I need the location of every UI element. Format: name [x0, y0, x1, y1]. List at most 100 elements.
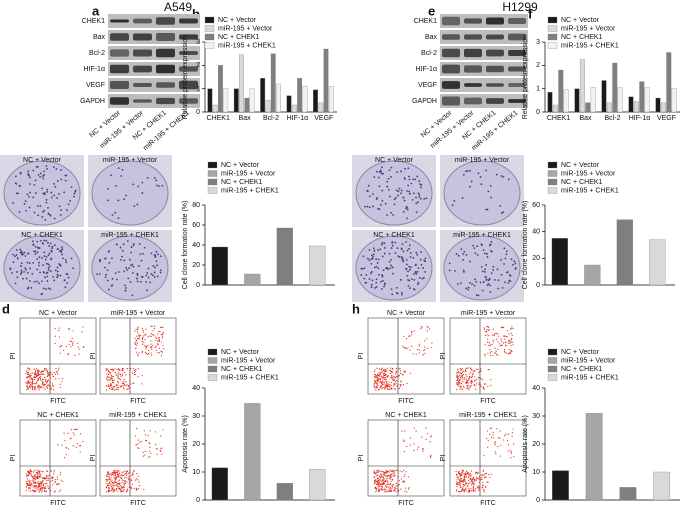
event-dot: [399, 470, 401, 472]
colony: [402, 259, 405, 262]
x-tick-label: VEGF: [657, 115, 676, 122]
colony: [56, 266, 59, 269]
colony: [485, 279, 488, 282]
colony: [497, 287, 500, 290]
event-dot: [25, 481, 27, 483]
colony: [415, 211, 418, 214]
event-dot: [28, 486, 30, 489]
event-dot: [476, 378, 478, 381]
event-dot: [408, 335, 410, 337]
event-dot: [117, 474, 119, 476]
event-dot: [397, 368, 400, 370]
event-dot: [53, 491, 56, 493]
event-dot: [387, 384, 389, 386]
event-dot: [41, 487, 44, 489]
blot-band: [486, 98, 504, 104]
blot-band: [508, 99, 526, 103]
event-dot: [29, 384, 32, 386]
event-dot: [479, 371, 481, 373]
event-dot: [373, 379, 376, 382]
event-dot: [32, 481, 34, 483]
event-dot: [457, 368, 459, 371]
event-dot: [501, 327, 503, 329]
event-dot: [45, 475, 48, 477]
event-dot: [129, 478, 131, 480]
event-dot: [401, 373, 403, 375]
colony: [362, 255, 365, 258]
blot-strip: [440, 94, 528, 108]
event-dot: [44, 476, 46, 479]
event-dot: [106, 485, 108, 487]
y-tick-label: 3: [196, 39, 200, 46]
event-dot: [43, 486, 45, 489]
event-dot: [390, 370, 392, 372]
event-dot: [385, 380, 387, 382]
event-dot: [374, 476, 376, 478]
bar: [601, 80, 607, 113]
event-dot: [31, 386, 33, 388]
event-dot: [431, 342, 433, 344]
event-dot: [105, 486, 108, 488]
event-dot: [75, 446, 77, 448]
event-dot: [37, 480, 39, 483]
event-dot: [407, 488, 410, 490]
colony: [361, 267, 364, 270]
event-dot: [486, 341, 489, 343]
event-dot: [72, 344, 74, 346]
blot-band: [464, 34, 482, 40]
colony: [388, 189, 390, 191]
flow-y-label: PI: [90, 353, 97, 360]
event-dot: [480, 367, 482, 370]
event-dot: [144, 454, 146, 456]
event-dot: [47, 373, 49, 375]
event-dot: [31, 471, 33, 473]
event-dot: [117, 375, 119, 377]
event-dot: [43, 377, 46, 379]
event-dot: [374, 369, 376, 371]
event-dot: [123, 483, 125, 486]
event-dot: [110, 483, 112, 485]
event-dot: [145, 439, 147, 442]
event-dot: [456, 389, 458, 391]
colony: [52, 166, 55, 169]
colony: [472, 244, 474, 247]
event-dot: [384, 480, 387, 482]
legend-label: miR-195 + Vector: [221, 357, 276, 364]
event-dot: [379, 484, 381, 486]
colony: [476, 245, 479, 248]
event-dot: [403, 335, 405, 337]
event-dot: [399, 383, 401, 386]
event-dot: [484, 476, 486, 478]
event-dot: [40, 484, 43, 487]
colony: [405, 263, 408, 266]
flow-frame: [367, 317, 445, 395]
event-dot: [389, 372, 392, 375]
colony: [64, 174, 67, 177]
colony: [393, 203, 396, 206]
event-dot: [506, 330, 508, 332]
colony: [110, 257, 113, 260]
legend-label: miR-195 + CHEK1: [221, 187, 279, 194]
event-dot: [37, 379, 39, 382]
event-dot: [135, 344, 138, 346]
event-dot: [374, 374, 377, 376]
colony: [480, 183, 483, 186]
event-dot: [141, 374, 143, 377]
event-dot: [455, 490, 458, 492]
event-dot: [478, 371, 480, 373]
event-dot: [160, 450, 162, 452]
colony: [396, 247, 399, 250]
colony: [372, 255, 374, 258]
blot-label: HIF-1α: [415, 66, 437, 73]
event-dot: [121, 475, 123, 477]
event-dot: [409, 335, 411, 337]
event-dot: [31, 381, 33, 383]
event-dot: [132, 473, 134, 475]
colony: [506, 271, 508, 274]
legend-swatch: [207, 357, 218, 364]
bar: [551, 238, 568, 286]
event-dot: [122, 471, 125, 473]
colony: [468, 281, 471, 284]
event-dot: [497, 341, 499, 343]
event-dot: [457, 375, 459, 378]
